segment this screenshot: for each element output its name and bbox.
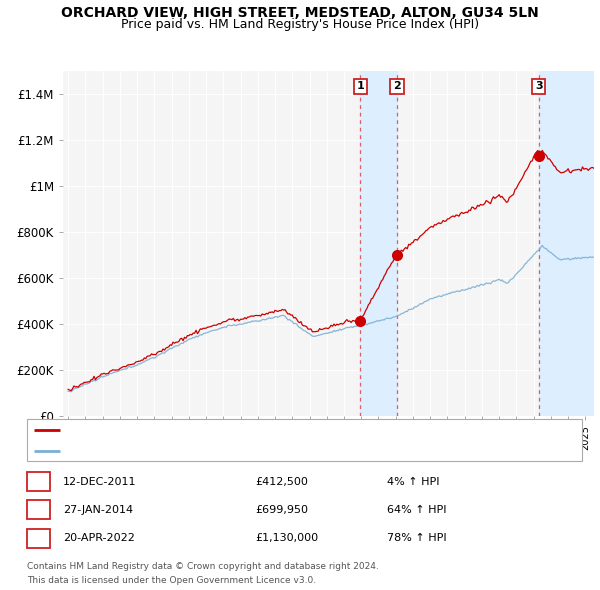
Text: HPI: Average price, detached house, East Hampshire: HPI: Average price, detached house, East… (67, 446, 330, 456)
Text: 20-APR-2022: 20-APR-2022 (63, 533, 135, 543)
Text: £1,130,000: £1,130,000 (255, 533, 318, 543)
Text: Contains HM Land Registry data © Crown copyright and database right 2024.: Contains HM Land Registry data © Crown c… (27, 562, 379, 571)
Text: ORCHARD VIEW, HIGH STREET, MEDSTEAD, ALTON, GU34 5LN (detached house): ORCHARD VIEW, HIGH STREET, MEDSTEAD, ALT… (67, 425, 467, 435)
Text: £412,500: £412,500 (255, 477, 308, 487)
Text: This data is licensed under the Open Government Licence v3.0.: This data is licensed under the Open Gov… (27, 576, 316, 585)
Text: 78% ↑ HPI: 78% ↑ HPI (387, 533, 446, 543)
Text: 12-DEC-2011: 12-DEC-2011 (63, 477, 137, 487)
Text: 4% ↑ HPI: 4% ↑ HPI (387, 477, 439, 487)
Text: 2: 2 (35, 505, 42, 515)
Text: £699,950: £699,950 (255, 505, 308, 515)
Text: 3: 3 (535, 81, 542, 91)
Text: 64% ↑ HPI: 64% ↑ HPI (387, 505, 446, 515)
Text: 3: 3 (35, 533, 42, 543)
Text: ORCHARD VIEW, HIGH STREET, MEDSTEAD, ALTON, GU34 5LN: ORCHARD VIEW, HIGH STREET, MEDSTEAD, ALT… (61, 6, 539, 20)
Text: 27-JAN-2014: 27-JAN-2014 (63, 505, 133, 515)
Text: Price paid vs. HM Land Registry's House Price Index (HPI): Price paid vs. HM Land Registry's House … (121, 18, 479, 31)
Text: 1: 1 (35, 477, 42, 487)
Bar (539, 71, 594, 416)
Text: 2: 2 (393, 81, 401, 91)
Text: 1: 1 (356, 81, 364, 91)
Bar (361, 71, 397, 416)
